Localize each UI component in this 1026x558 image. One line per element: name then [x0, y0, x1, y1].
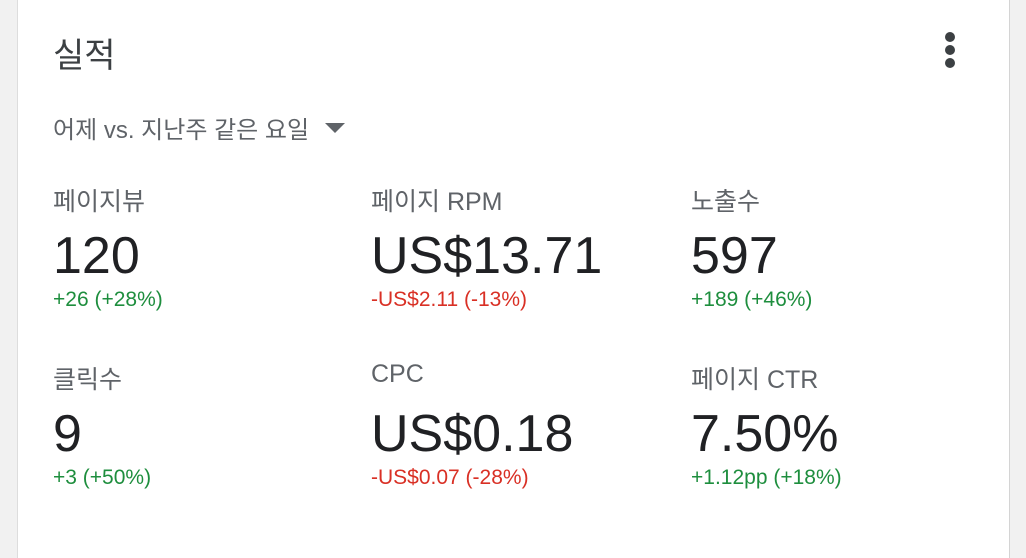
metric-value: 120	[53, 227, 140, 285]
metric-label: CPC	[371, 360, 424, 388]
card-title: 실적	[53, 37, 116, 75]
comparison-label: 어제 vs. 지난주 같은 요일	[53, 117, 310, 144]
metric-page-rpm[interactable]: 페이지 RPM US$13.71 -US$2.11 (-13%)	[371, 182, 671, 312]
metric-label: 페이지뷰	[53, 188, 146, 216]
metric-label: 페이지 CTR	[691, 366, 819, 394]
metric-label: 노출수	[691, 188, 761, 216]
metric-value: 597	[691, 227, 778, 285]
performance-card: 실적 어제 vs. 지난주 같은 요일 페이지뷰 120 +26 (+28%) …	[17, 0, 1010, 558]
metric-cpc[interactable]: CPC US$0.18 -US$0.07 (-28%)	[371, 360, 671, 490]
metric-change: -US$0.07 (-28%)	[371, 466, 529, 489]
metric-impressions[interactable]: 노출수 597 +189 (+46%)	[691, 182, 991, 312]
comparison-dropdown[interactable]: 어제 vs. 지난주 같은 요일	[53, 110, 346, 145]
more-vert-icon[interactable]	[938, 28, 962, 72]
caret-down-icon	[325, 122, 346, 133]
metric-page-ctr[interactable]: 페이지 CTR 7.50% +1.12pp (+18%)	[691, 360, 991, 490]
metric-value: 9	[53, 405, 82, 463]
metric-clicks[interactable]: 클릭수 9 +3 (+50%)	[53, 360, 353, 490]
metric-value: US$13.71	[371, 227, 603, 285]
metric-change: +1.12pp (+18%)	[691, 466, 842, 489]
metric-value: US$0.18	[371, 405, 574, 463]
metric-label: 페이지 RPM	[371, 188, 503, 216]
metric-change: +189 (+46%)	[691, 288, 813, 311]
metric-pageviews[interactable]: 페이지뷰 120 +26 (+28%)	[53, 182, 353, 312]
metric-change: +3 (+50%)	[53, 466, 152, 489]
metric-change: -US$2.11 (-13%)	[371, 288, 528, 311]
metric-value: 7.50%	[691, 405, 839, 463]
metric-label: 클릭수	[53, 366, 123, 394]
metric-change: +26 (+28%)	[53, 288, 163, 311]
